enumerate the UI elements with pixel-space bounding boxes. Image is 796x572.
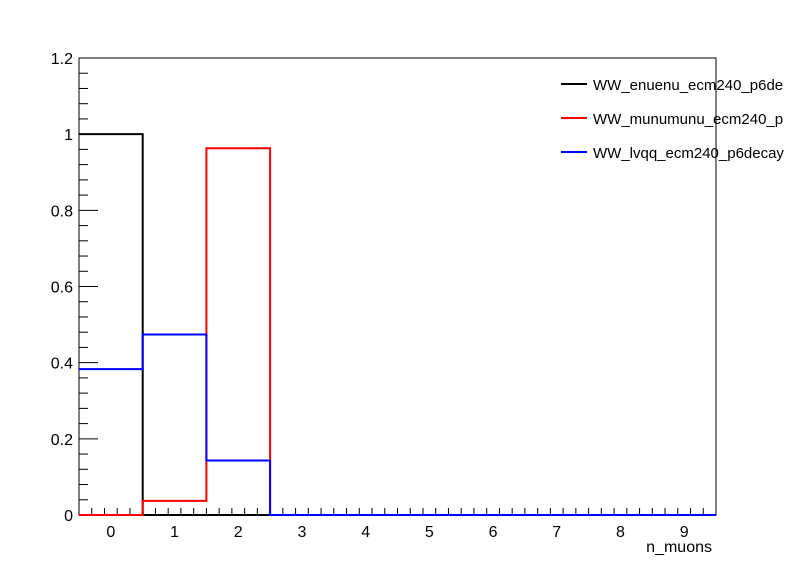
series-1-line xyxy=(79,133,716,516)
x-tick-label: 5 xyxy=(425,524,434,541)
x-tick-label: 4 xyxy=(361,524,370,541)
y-tick-label: 0.2 xyxy=(51,432,73,449)
x-tick-label: 6 xyxy=(489,524,498,541)
legend-label: WW_enuenu_ecm240_p6de xyxy=(593,77,783,94)
x-tick-label: 1 xyxy=(170,524,179,541)
series-3-line xyxy=(79,333,716,516)
x-tick-label: 3 xyxy=(297,524,306,541)
y-tick-label: 0 xyxy=(64,508,73,525)
x-tick-label: 9 xyxy=(680,524,689,541)
legend-label: WW_lvqq_ecm240_p6decay xyxy=(593,145,784,162)
legend-label: WW_munumunu_ecm240_p xyxy=(593,111,783,128)
x-tick-label: 0 xyxy=(106,524,115,541)
x-axis-title: n_muons xyxy=(646,539,712,556)
series-2-line xyxy=(79,147,716,516)
x-axis-ticks: 0 1 2 3 4 5 6 7 8 9 xyxy=(78,508,717,541)
y-tick-label: 1.2 xyxy=(51,51,73,68)
y-tick-label: 0.6 xyxy=(51,280,73,297)
x-tick-label: 2 xyxy=(234,524,243,541)
y-tick-label: 1 xyxy=(64,127,73,144)
y-axis-ticks: 0 0.2 0.4 0.6 0.8 1 1.2 xyxy=(51,51,98,525)
legend: WW_enuenu_ecm240_p6de WW_munumunu_ecm240_… xyxy=(561,77,784,162)
x-tick-label: 8 xyxy=(616,524,625,541)
y-tick-label: 0.4 xyxy=(51,356,73,373)
series-layer xyxy=(79,133,716,516)
y-tick-label: 0.8 xyxy=(51,203,73,220)
x-tick-label: 7 xyxy=(552,524,561,541)
